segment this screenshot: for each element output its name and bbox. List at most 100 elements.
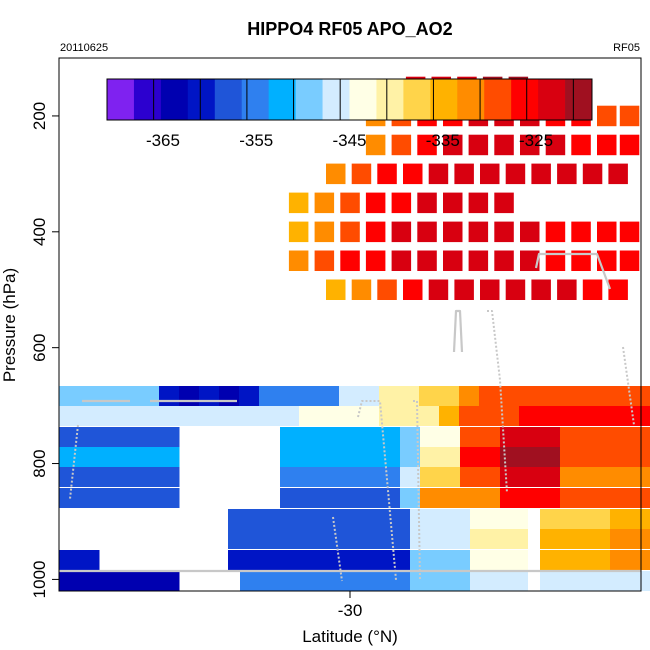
- heatmap-cell: [571, 250, 591, 271]
- heatmap-cell: [179, 386, 200, 406]
- y-tick-label: 800: [30, 449, 49, 477]
- heatmap-cell: [443, 250, 463, 271]
- heatmap-cell: [540, 488, 561, 508]
- heatmap-cell: [539, 406, 560, 426]
- y-tick-label: 600: [30, 333, 49, 361]
- heatmap-cell: [268, 550, 289, 570]
- heatmap-cell: [620, 467, 641, 487]
- heatmap-cell: [348, 509, 369, 529]
- heatmap-cell: [299, 386, 320, 406]
- heatmap-cell: [391, 134, 412, 156]
- colorbar-swatch: [484, 79, 512, 120]
- heatmap-cell: [388, 529, 409, 549]
- heatmap-cell: [454, 279, 474, 300]
- heatmap-cell: [159, 467, 180, 487]
- heatmap-cell: [499, 386, 520, 406]
- heatmap-cell: [340, 488, 361, 508]
- heatmap-cell: [640, 488, 650, 508]
- heatmap-cell: [580, 488, 601, 508]
- heatmap-cell: [630, 571, 650, 591]
- heatmap-cell: [468, 250, 489, 271]
- heatmap-cell: [400, 447, 421, 467]
- heatmap-cell: [570, 571, 591, 591]
- heatmap-cell: [600, 447, 621, 467]
- heatmap-cell: [443, 192, 463, 214]
- heatmap-cell: [320, 427, 341, 447]
- heatmap-cell: [326, 279, 346, 300]
- heatmap-cell: [99, 571, 120, 591]
- heatmap-cell: [490, 529, 511, 549]
- heatmap-cell: [377, 279, 397, 300]
- heatmap-cell: [339, 406, 360, 426]
- heatmap-cell: [320, 447, 341, 467]
- heatmap-cell: [268, 509, 289, 529]
- heatmap-cell: [630, 550, 650, 570]
- heatmap-cell: [580, 427, 601, 447]
- heatmap-cell: [500, 447, 521, 467]
- heatmap-cell: [419, 406, 440, 426]
- heatmap-cell: [288, 550, 309, 570]
- heatmap-cell: [490, 571, 511, 591]
- heatmap-cell: [365, 134, 386, 156]
- heatmap-cell: [79, 447, 100, 467]
- heatmap-cell: [545, 134, 566, 156]
- flight-track-segment: [69, 424, 79, 500]
- heatmap-cell: [539, 386, 560, 406]
- heatmap-cell: [59, 447, 80, 467]
- heatmap-cell: [308, 550, 329, 570]
- colorbar-swatch: [295, 79, 323, 120]
- heatmap-cell: [619, 134, 640, 156]
- heatmap-cell: [288, 250, 309, 271]
- heatmap-cell: [59, 571, 80, 591]
- heatmap-cell: [159, 488, 180, 508]
- heatmap-cell: [280, 447, 301, 467]
- heatmap-cell: [599, 386, 620, 406]
- heatmap-cell: [119, 386, 140, 406]
- heatmap-cell: [480, 163, 500, 185]
- flight-track-segment: [413, 400, 421, 581]
- heatmap-cell: [520, 250, 540, 271]
- heatmap-cell: [339, 386, 360, 406]
- heatmap-cell: [288, 509, 309, 529]
- heatmap-cell: [391, 192, 412, 214]
- heatmap-cell: [460, 467, 481, 487]
- heatmap-cell: [500, 488, 521, 508]
- heatmap-cell: [430, 509, 451, 529]
- heatmap-cell: [359, 406, 380, 426]
- heatmap-cell: [582, 163, 603, 185]
- heatmap-cell: [259, 386, 280, 406]
- heatmap-cell: [248, 509, 269, 529]
- colorbar-swatch: [403, 79, 431, 120]
- heatmap-cell: [520, 447, 541, 467]
- flight-label: RF05: [613, 42, 640, 54]
- heatmap-cell: [450, 550, 471, 570]
- heatmap-cell: [79, 488, 100, 508]
- heatmap-cell: [619, 105, 640, 127]
- heatmap-cell: [403, 163, 423, 185]
- heatmap-cell: [579, 406, 600, 426]
- heatmap-cell: [500, 467, 521, 487]
- heatmap-cell: [520, 467, 541, 487]
- x-axis: -30: [338, 591, 362, 620]
- heatmap-cell: [99, 467, 120, 487]
- heatmap-cell: [470, 529, 491, 549]
- heatmap-cell: [468, 134, 489, 156]
- heatmap-cell: [368, 529, 389, 549]
- flight-track-segment: [534, 252, 612, 290]
- colorbar-tick-label: -325: [519, 131, 553, 150]
- heatmap-cell: [348, 529, 369, 549]
- flight-track-segment: [357, 400, 397, 581]
- heatmap-cell: [380, 571, 401, 591]
- heatmap-cell: [600, 427, 621, 447]
- heatmap-cell: [400, 427, 421, 447]
- heatmap-cell: [557, 163, 577, 185]
- colorbar-swatch: [538, 79, 566, 120]
- heatmap-cell: [119, 447, 140, 467]
- heatmap-cell: [459, 406, 480, 426]
- heatmap-cell: [570, 550, 591, 570]
- heatmap-cell: [460, 488, 481, 508]
- heatmap-cell: [139, 488, 160, 508]
- heatmap-cell: [280, 427, 301, 447]
- heatmap-cell: [640, 427, 650, 447]
- heatmap-cell: [403, 279, 423, 300]
